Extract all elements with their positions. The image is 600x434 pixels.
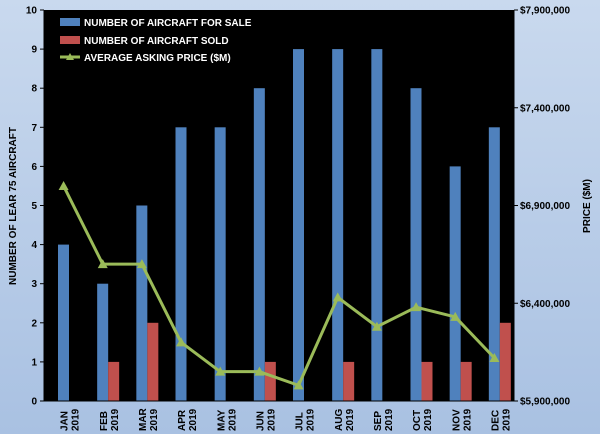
bar-sold-nov: [460, 361, 472, 401]
price-line-layer: [58, 180, 500, 390]
legend-swatch-price-marker: [66, 53, 74, 60]
legend: NUMBER OF AIRCRAFT FOR SALE NUMBER OF AI…: [60, 18, 252, 64]
y-left-tick-label: 8: [31, 84, 37, 95]
bar-for-sale-jan: [58, 244, 69, 401]
price-marker-jun: [254, 366, 265, 376]
y-left-tick-label: 3: [31, 279, 37, 290]
y-right-tick-label: $6,900,000: [520, 201, 570, 212]
price-marker-sep: [371, 321, 382, 331]
bars-layer: [58, 49, 511, 402]
bar-for-sale-may: [214, 127, 226, 402]
price-line: [62, 185, 496, 387]
bar-for-sale-jul: [293, 49, 304, 401]
y-left-tick-label: 2: [31, 318, 37, 329]
axes-layer: [40, 9, 518, 402]
legend-swatch-sold: [60, 36, 80, 44]
x-tick-label: MAR2019: [138, 407, 160, 431]
legend-label-price: AVERAGE ASKING PRICE ($M): [84, 53, 231, 64]
y-right-tick-label: $6,400,000: [520, 299, 570, 310]
y-left-tick-label: 9: [31, 45, 37, 56]
y-left-tick-label: 4: [31, 240, 37, 251]
legend-swatch-for-sale: [60, 18, 80, 26]
y-left-tick-label: 1: [31, 357, 37, 368]
x-tick-label: APR2019: [177, 408, 199, 431]
bar-for-sale-apr: [175, 127, 187, 402]
x-tick-label: AUG2019: [334, 408, 356, 431]
y-left-tick-label: 10: [26, 6, 38, 17]
bar-for-sale-nov: [449, 166, 461, 401]
bar-for-sale-dec: [488, 127, 500, 402]
price-marker-jul: [293, 380, 304, 390]
tick-labels-layer: 0 1 2 3 4 5 6 7 8 9 10 $5,900,000 $6,400,000 $6,900,0…: [26, 6, 571, 432]
y-left-tick-label: 7: [31, 123, 37, 134]
y-left-tick-label: 6: [31, 162, 37, 173]
bar-for-sale-aug: [332, 49, 344, 401]
x-tick-label: NOV2019: [451, 408, 473, 431]
y-right-tick-label: $7,900,000: [520, 6, 570, 17]
bar-sold-oct: [421, 361, 433, 401]
y-left-tick-label: 0: [31, 397, 37, 408]
legend-label-sold: NUMBER OF AIRCRAFT SOLD: [84, 36, 229, 47]
legend-label-for-sale: NUMBER OF AIRCRAFT FOR SALE: [84, 18, 252, 29]
y-right-axis-title: PRICE ($M): [582, 179, 593, 233]
bar-for-sale-mar: [136, 205, 148, 401]
bar-for-sale-feb: [97, 283, 109, 401]
y-left-axis-title: NUMBER OF LEAR 75 AIRCRAFT: [8, 127, 19, 285]
bar-sold-mar: [147, 322, 159, 401]
x-tick-label: JUN2019: [255, 408, 277, 431]
y-right-tick-label: $5,900,000: [520, 397, 570, 408]
price-marker-feb: [97, 259, 108, 269]
price-marker-apr: [176, 337, 187, 347]
x-tick-label: FEB2019: [99, 408, 121, 431]
y-right-tick-label: $7,400,000: [520, 103, 570, 114]
y-left-tick-label: 5: [31, 201, 37, 212]
price-marker-dec: [489, 352, 500, 362]
price-marker-oct: [411, 302, 422, 312]
bar-for-sale-sep: [371, 49, 383, 401]
price-marker-may: [215, 366, 226, 376]
bar-sold-aug: [343, 361, 355, 401]
bar-for-sale-jun: [253, 88, 265, 401]
x-tick-label: JAN2019: [60, 408, 82, 431]
x-tick-label: SEP2019: [373, 408, 395, 431]
bar-sold-feb: [108, 361, 120, 401]
price-marker-mar: [136, 259, 147, 269]
plot-area: [44, 10, 514, 401]
bar-for-sale-oct: [410, 88, 422, 401]
price-marker-nov: [450, 311, 461, 321]
x-tick-label: DEC2019: [490, 408, 512, 431]
x-tick-label: MAY2019: [216, 408, 238, 431]
x-tick-label: OCT2019: [412, 408, 434, 431]
price-marker-jan: [58, 180, 69, 190]
bar-sold-jun: [264, 361, 276, 401]
x-tick-label: JUL2019: [295, 408, 317, 431]
bar-sold-dec: [499, 322, 511, 401]
price-marker-aug: [332, 292, 343, 302]
